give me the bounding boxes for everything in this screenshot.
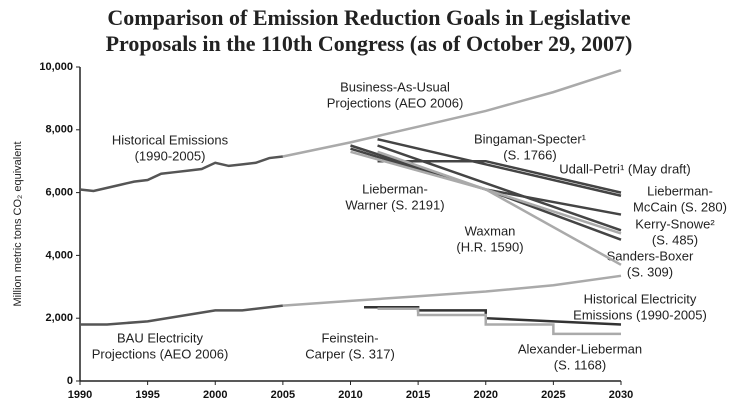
y-tick-label: 0 bbox=[67, 375, 73, 387]
series-line bbox=[282, 68, 622, 158]
y-tick-label: 8,000 bbox=[45, 124, 73, 136]
series-label: Historical Electricity bbox=[584, 291, 697, 306]
series-line bbox=[80, 304, 284, 326]
x-tick-label: 2020 bbox=[474, 389, 498, 401]
series-label: (S. 309) bbox=[627, 264, 673, 279]
series-line bbox=[377, 144, 622, 232]
series-label: Historical Emissions bbox=[112, 132, 229, 147]
series-label: McCain (S. 280) bbox=[633, 199, 727, 214]
x-tick-label: 2010 bbox=[338, 389, 362, 401]
series-label: Alexander-Lieberman bbox=[518, 341, 642, 356]
series-label: Bingaman-Specter¹ bbox=[474, 131, 587, 146]
series-label: (S. 1168) bbox=[554, 357, 607, 372]
x-tick-label: 2030 bbox=[609, 389, 633, 401]
series-label: (H.R. 1590) bbox=[456, 239, 523, 254]
series-label: Waxman bbox=[465, 223, 516, 238]
x-tick-label: 1995 bbox=[135, 389, 159, 401]
series-label: BAU Electricity bbox=[117, 330, 203, 345]
series-line bbox=[377, 138, 622, 197]
series-label: Feinstein- bbox=[321, 330, 378, 345]
series-line bbox=[377, 159, 622, 194]
series-label: Udall-Petri¹ (May draft) bbox=[559, 161, 690, 176]
series-label: Sanders-Boxer bbox=[607, 248, 694, 263]
series-line bbox=[377, 307, 621, 336]
series-label: (S. 485) bbox=[652, 232, 698, 247]
series-label: Business-As-Usual bbox=[340, 79, 450, 94]
x-tick-label: 2025 bbox=[541, 389, 565, 401]
series-label: Carper (S. 317) bbox=[305, 346, 395, 361]
series-label: Lieberman- bbox=[647, 183, 713, 198]
series-line bbox=[350, 150, 622, 266]
series-line bbox=[364, 305, 622, 326]
chart-title: Comparison of Emission Reduction Goals i… bbox=[107, 5, 630, 30]
series-line bbox=[79, 155, 284, 193]
series-label: (S. 1766) bbox=[503, 147, 556, 162]
series-label: Warner (S. 2191) bbox=[345, 197, 444, 212]
x-tick-label: 2015 bbox=[406, 389, 430, 401]
x-tick-label: 1990 bbox=[68, 389, 92, 401]
chart-title: Proposals in the 110th Congress (as of O… bbox=[106, 31, 633, 56]
series-label: Emissions (1990-2005) bbox=[573, 307, 707, 322]
y-tick-label: 6,000 bbox=[45, 187, 73, 199]
y-axis-label: Million metric tons CO₂ equivalent bbox=[12, 141, 24, 306]
y-tick-label: 4,000 bbox=[45, 249, 73, 261]
series-label: Kerry-Snowe² bbox=[635, 216, 715, 231]
x-tick-label: 2005 bbox=[271, 389, 295, 401]
series-label: Projections (AEO 2006) bbox=[327, 95, 464, 110]
x-tick-label: 2000 bbox=[203, 389, 227, 401]
y-tick-label: 2,000 bbox=[45, 312, 73, 324]
y-tick-label: 10,000 bbox=[39, 61, 73, 73]
series-label: Lieberman- bbox=[362, 181, 428, 196]
series-label: Projections (AEO 2006) bbox=[92, 346, 229, 361]
series-line bbox=[282, 274, 622, 307]
series-label: (1990-2005) bbox=[135, 148, 206, 163]
